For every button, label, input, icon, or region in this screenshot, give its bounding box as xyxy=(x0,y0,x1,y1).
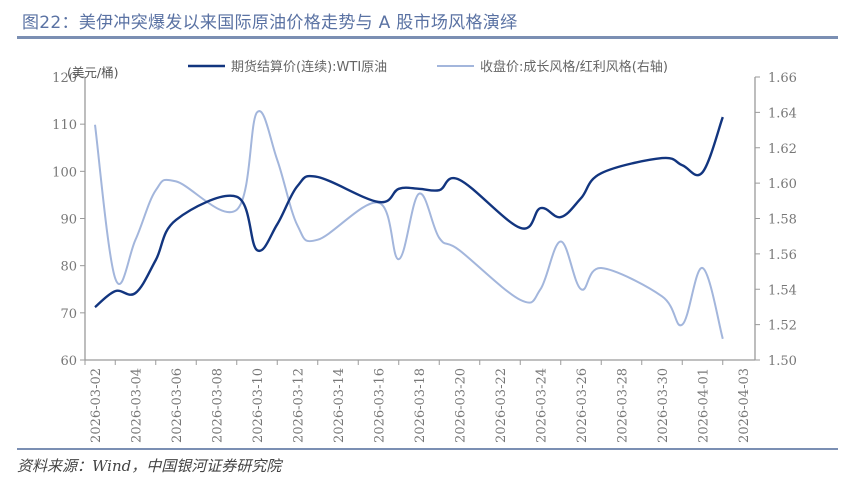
bottom-divider xyxy=(17,448,838,450)
x-axis-tick-label: 2026-03-02 xyxy=(89,368,104,443)
right-axis-tick-label: 1.56 xyxy=(768,248,797,263)
x-axis-tick-label: 2026-03-16 xyxy=(373,368,388,443)
left-axis-tick-label: 90 xyxy=(60,213,77,228)
x-axis-tick-label: 2026-03-10 xyxy=(251,368,266,443)
x-axis-tick-label: 2026-03-06 xyxy=(170,368,185,443)
left-axis-tick-label: 100 xyxy=(52,165,77,180)
legend-label-wti: 期货结算价(连续):WTI原油 xyxy=(231,59,387,75)
x-axis-tick-label: 2026-03-14 xyxy=(332,368,347,443)
left-axis-tick-label: 60 xyxy=(60,354,77,369)
series-line-wti xyxy=(94,116,724,309)
right-axis-tick-label: 1.52 xyxy=(768,319,797,334)
series-line-growth-dividend xyxy=(94,110,724,340)
x-axis-tick-label: 2026-03-24 xyxy=(535,368,550,443)
legend-label-growth-dividend: 收盘价:成长风格/红利风格(右轴) xyxy=(480,59,668,75)
x-axis-tick-label: 2026-04-03 xyxy=(737,368,752,443)
x-axis-tick-label: 2026-03-22 xyxy=(494,368,509,443)
chart-title: 图22：美伊冲突爆发以来国际原油价格走势与 A 股市场风格演绎 xyxy=(22,13,518,33)
x-axis-tick-label: 2026-03-20 xyxy=(454,368,469,443)
right-axis-tick-label: 1.62 xyxy=(768,142,797,157)
x-axis-tick-label: 2026-03-26 xyxy=(575,368,590,443)
right-axis-tick-label: 1.58 xyxy=(768,213,797,228)
left-axis-unit: (美元/桶) xyxy=(67,65,118,80)
left-axis-tick-label: 80 xyxy=(60,260,77,275)
x-axis-tick-label: 2026-03-08 xyxy=(211,368,226,443)
right-axis-tick-label: 1.60 xyxy=(768,177,797,192)
left-axis-tick-label: 110 xyxy=(52,118,77,133)
x-axis-tick-label: 2026-04-01 xyxy=(697,368,712,443)
x-axis-tick-label: 2026-03-30 xyxy=(656,368,671,443)
right-axis-tick-label: 1.66 xyxy=(768,71,797,86)
right-axis-tick-label: 1.64 xyxy=(768,106,797,121)
x-axis-tick-label: 2026-03-04 xyxy=(130,368,145,443)
right-axis-tick-label: 1.54 xyxy=(768,283,797,298)
top-divider xyxy=(17,36,838,39)
legend: 期货结算价(连续):WTI原油 收盘价:成长风格/红利风格(右轴) xyxy=(188,59,668,75)
x-axis-tick-label: 2026-03-12 xyxy=(292,368,307,443)
axes: 60 70 80 90 100 110 120 1.50 1.52 1.54 1.56 1.58 1.6… xyxy=(52,71,797,443)
right-axis-tick-label: 1.50 xyxy=(768,354,797,369)
source-note: 资料来源：Wind，中国银河证券研究院 xyxy=(17,457,282,475)
left-axis-tick-label: 120 xyxy=(52,71,77,86)
x-axis-tick-label: 2026-03-18 xyxy=(413,368,428,443)
x-axis-tick-label: 2026-03-28 xyxy=(616,368,631,443)
left-axis-tick-label: 70 xyxy=(60,307,77,322)
series-lines xyxy=(94,110,724,340)
